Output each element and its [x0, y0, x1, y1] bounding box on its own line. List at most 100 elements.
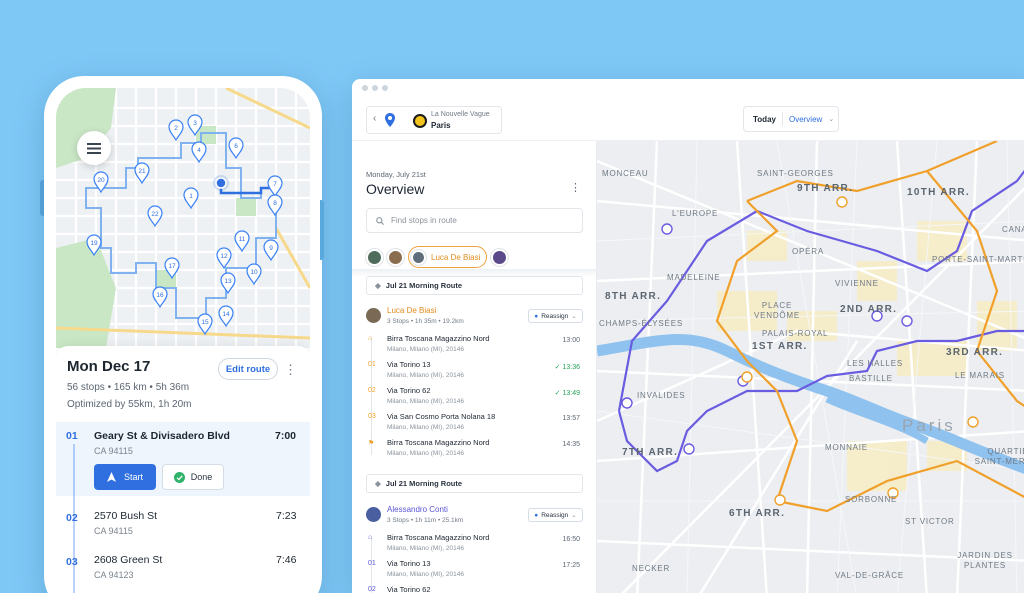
user-icon: ●: [534, 312, 539, 320]
map-canvas[interactable]: [597, 141, 1024, 593]
route-header[interactable]: ◆ Jul 21 Morning Route: [366, 474, 583, 493]
phone-volume-button: [40, 180, 44, 216]
map-pin[interactable]: 2: [168, 119, 184, 142]
stop-address: Milano, Milano (MI), 20146: [387, 571, 464, 578]
stop-address[interactable]: Geary St & Divisadero Blvd: [94, 430, 230, 442]
selected-driver-name: Luca De Biasi: [431, 252, 481, 262]
map-pin[interactable]: 4: [191, 141, 207, 164]
map-pin[interactable]: 22: [147, 205, 163, 228]
stop-time: 7:46: [276, 554, 297, 566]
map-pin-label: 17: [168, 263, 176, 270]
chevron-down-icon: ⌄: [571, 313, 577, 320]
start-button[interactable]: Start: [94, 464, 156, 490]
stop-marker: 02: [368, 586, 376, 593]
stop-marker: 01: [368, 361, 376, 368]
map-pin-label: 9: [269, 245, 273, 252]
map-label: 6TH ARR.: [729, 508, 786, 519]
route-optimized: Optimized by 55km, 1h 20m: [67, 399, 192, 410]
stop-name[interactable]: Birra Toscana Magazzino Nord: [387, 533, 490, 542]
map-pin[interactable]: 14: [218, 305, 234, 328]
stop-number: 02: [66, 512, 78, 524]
map-label: VAL-DE-GRÂCE: [835, 571, 905, 580]
stop-name[interactable]: Via Torino 62: [387, 386, 431, 395]
map-pin[interactable]: 13: [220, 272, 236, 295]
driver-avatar[interactable]: [366, 248, 383, 266]
view-selector[interactable]: Overview: [788, 114, 823, 124]
stop-name[interactable]: Via Torino 62: [387, 585, 431, 593]
map-label: SAINT-GEORGES: [757, 169, 834, 178]
stop-search-input[interactable]: Find stops in route: [366, 208, 583, 233]
stop-time: 16:50: [562, 536, 580, 543]
more-options-icon[interactable]: ⋮: [570, 182, 581, 194]
selected-driver-chip[interactable]: Luca De Biasi: [408, 246, 488, 268]
date-filter[interactable]: Today Overview ⌄: [743, 106, 839, 132]
map-pin-label: 13: [224, 278, 232, 285]
map-pin[interactable]: 7: [267, 175, 283, 198]
map-label: INVALIDES: [637, 391, 686, 400]
driver-meta: 3 Stops • 1h 11m • 25.1km: [387, 517, 464, 524]
map-pins: [621, 196, 979, 506]
map-pin-label: 21: [138, 168, 146, 175]
stop-time: 13:49: [562, 390, 580, 397]
window-dot[interactable]: [382, 85, 388, 91]
map-pin[interactable]: 11: [234, 230, 250, 253]
edit-route-button[interactable]: Edit route: [218, 358, 278, 380]
map-label: PLACE VENDÔME: [753, 301, 801, 320]
map-pin[interactable]: 3: [187, 114, 203, 137]
map-pin[interactable]: 21: [134, 162, 150, 185]
reassign-button[interactable]: ● Reassign ⌄: [528, 309, 583, 323]
route-map[interactable]: MONCEAU SAINT-GEORGES 9TH ARR. 10TH ARR.…: [597, 141, 1024, 593]
map-pin[interactable]: 1: [183, 187, 199, 210]
reassign-label: Reassign: [541, 312, 569, 320]
stop-name[interactable]: Birra Toscana Magazzino Nord: [387, 334, 490, 343]
menu-button[interactable]: [77, 131, 111, 165]
stop-address[interactable]: 2608 Green St: [94, 554, 163, 566]
stop-name[interactable]: Via San Cosmo Porta Nolana 18: [387, 412, 496, 421]
route-date-title: Mon Dec 17: [67, 358, 151, 375]
map-pin[interactable]: 16: [152, 286, 168, 309]
route-header[interactable]: ◆ Jul 21 Morning Route: [366, 276, 583, 295]
stop-time: 14:35: [562, 441, 580, 448]
user-icon: ●: [534, 511, 539, 519]
map-pin[interactable]: 8: [267, 194, 283, 217]
done-button[interactable]: Done: [162, 464, 224, 490]
stop-address: Milano, Milano (MI), 20146: [387, 545, 464, 552]
hamburger-icon: [87, 142, 101, 154]
stop-number: 03: [66, 556, 78, 568]
home-icon: ⌂: [368, 534, 373, 541]
driver-avatar[interactable]: [491, 248, 509, 266]
route-diamond-icon: ◆: [375, 281, 381, 290]
panel-date: Monday, July 21st: [366, 170, 426, 179]
panel-title: Overview: [366, 181, 425, 197]
map-pin[interactable]: 12: [216, 247, 232, 270]
map-pin[interactable]: 6: [228, 137, 244, 160]
today-button[interactable]: Today: [744, 112, 783, 126]
map-pin[interactable]: 15: [197, 313, 213, 336]
map-pin[interactable]: 19: [86, 234, 102, 257]
stop-address[interactable]: 2570 Bush St: [94, 510, 158, 522]
map-label: 9TH ARR.: [797, 183, 854, 194]
stop-marker: 03: [368, 413, 376, 420]
map-pin[interactable]: 9: [263, 239, 279, 262]
map-label: ST VICTOR: [905, 517, 955, 526]
driver-filter: Luca De Biasi: [366, 246, 509, 268]
stop-name[interactable]: Birra Toscana Magazzino Nord: [387, 438, 490, 447]
more-options-icon[interactable]: ⋮: [284, 362, 297, 377]
phone-frame: 1 2 3 4 6 7 8 9 10 11 12 13 14 15 16 17 19 20 21 22 Mon Dec…: [44, 76, 322, 593]
reassign-button[interactable]: ● Reassign ⌄: [528, 508, 583, 522]
driver-avatar[interactable]: [387, 248, 404, 266]
map-pin[interactable]: 17: [164, 257, 180, 280]
chevron-left-icon[interactable]: ‹: [373, 113, 377, 124]
map-pin[interactable]: 10: [246, 263, 262, 286]
location-selector[interactable]: ‹ La Nouvelle Vague Paris: [366, 106, 502, 134]
window-dot[interactable]: [362, 85, 368, 91]
stop-name[interactable]: Via Torino 13: [387, 559, 431, 568]
map-pin-label: 20: [97, 177, 105, 184]
stop-name[interactable]: Via Torino 13: [387, 360, 431, 369]
map-label: JARDIN DES PLANTES: [957, 551, 1013, 570]
map-label: MONCEAU: [602, 169, 649, 178]
map-pin[interactable]: 20: [93, 171, 109, 194]
chevron-down-icon[interactable]: ⌄: [828, 116, 835, 123]
window-dot[interactable]: [372, 85, 378, 91]
